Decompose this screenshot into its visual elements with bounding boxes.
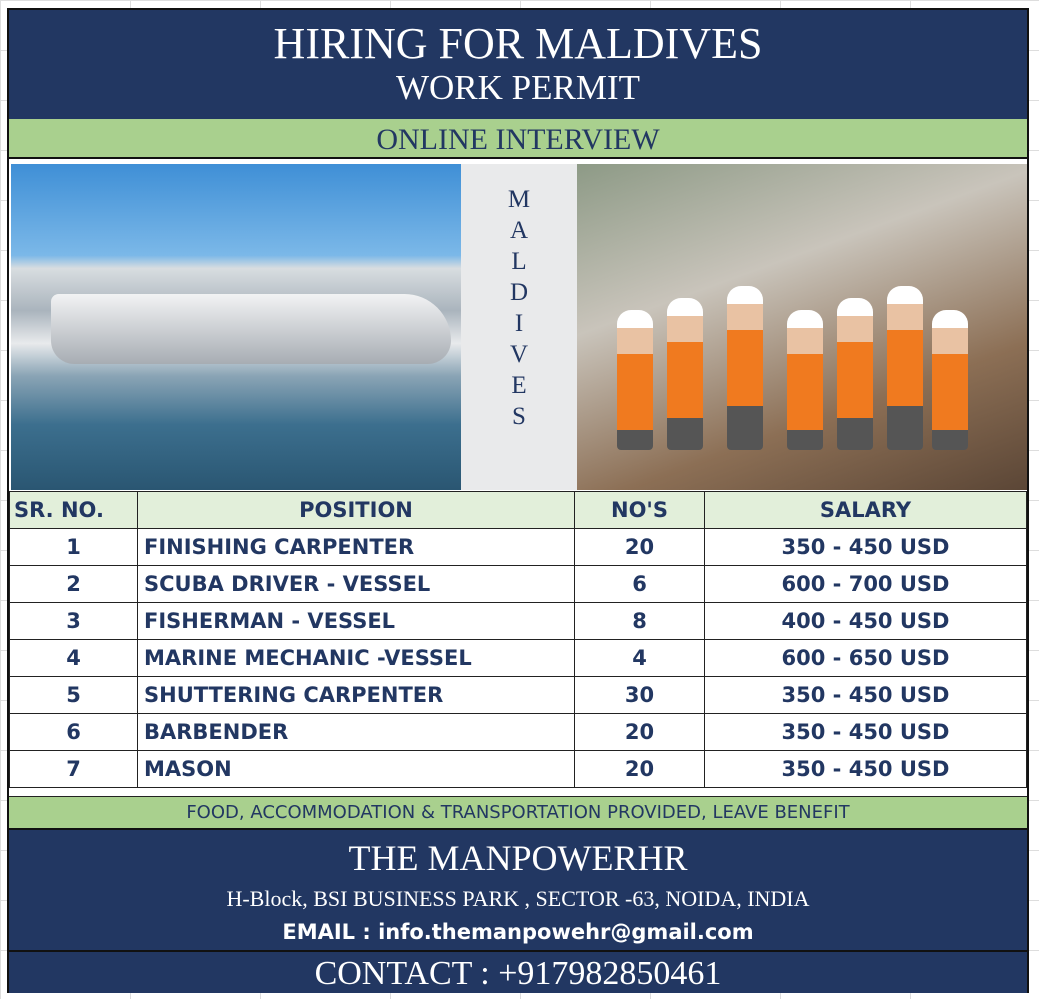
count-cell: 20 xyxy=(574,528,705,566)
count-cell: 20 xyxy=(574,750,705,788)
worker-figure xyxy=(727,286,763,450)
vertical-letter: M xyxy=(507,186,531,213)
workers-photo xyxy=(577,164,1027,490)
table-row: 3 FISHERMAN - VESSEL 8 400 - 450 USD xyxy=(9,602,1027,640)
company-info: THE MANPOWERHR H-Block, BSI BUSINESS PAR… xyxy=(9,828,1027,950)
vertical-letter: D xyxy=(509,279,529,306)
position-cell: MARINE MECHANIC -VESSEL xyxy=(137,639,575,677)
online-interview-banner: ONLINE INTERVIEW xyxy=(9,119,1027,159)
vertical-letter: L xyxy=(511,248,527,275)
col-header-nos: NO'S xyxy=(574,491,705,529)
salary-cell: 350 - 450 USD xyxy=(704,676,1027,714)
worker-figure xyxy=(667,298,703,450)
table-row: 2 SCUBA DRIVER - VESSEL 6 600 - 700 USD xyxy=(9,565,1027,603)
vertical-letter: A xyxy=(509,217,529,244)
table-row: 7 MASON 20 350 - 450 USD xyxy=(9,750,1027,788)
position-cell: SHUTTERING CARPENTER xyxy=(137,676,575,714)
col-header-salary: SALARY xyxy=(704,491,1027,529)
col-header-sr: SR. NO. xyxy=(9,491,138,529)
position-cell: MASON xyxy=(137,750,575,788)
table-row: 6 BARBENDER 20 350 - 450 USD xyxy=(9,713,1027,751)
worker-figure xyxy=(837,298,873,450)
job-poster: HIRING FOR MALDIVES WORK PERMIT ONLINE I… xyxy=(7,8,1029,993)
table-row: 5 SHUTTERING CARPENTER 30 350 - 450 USD xyxy=(9,676,1027,714)
jobs-table: SR. NO. POSITION NO'S SALARY 1 FINISHING … xyxy=(9,491,1027,788)
table-row: 4 MARINE MECHANIC -VESSEL 4 600 - 650 USD xyxy=(9,639,1027,677)
page-subtitle: WORK PERMIT xyxy=(395,68,641,107)
sr-no-cell: 3 xyxy=(9,602,138,640)
vertical-letter: S xyxy=(512,403,526,430)
salary-cell: 600 - 650 USD xyxy=(704,639,1027,677)
sr-no-cell: 1 xyxy=(9,528,138,566)
table-row: 1 FINISHING CARPENTER 20 350 - 450 USD xyxy=(9,528,1027,566)
vertical-letter: I xyxy=(514,310,524,337)
benefits-banner: FOOD, ACCOMMODATION & TRANSPORTATION PRO… xyxy=(9,796,1027,828)
contact-number[interactable]: CONTACT : +917982850461 xyxy=(9,950,1027,993)
table-header-row: SR. NO. POSITION NO'S SALARY xyxy=(9,491,1027,529)
worker-figure xyxy=(787,310,823,450)
count-cell: 8 xyxy=(574,602,705,640)
company-address: H-Block, BSI BUSINESS PARK , SECTOR -63,… xyxy=(226,886,810,911)
count-cell: 6 xyxy=(574,565,705,603)
boat-photo xyxy=(11,164,461,490)
company-email[interactable]: EMAIL : info.themanpowehr@gmail.com xyxy=(282,920,754,944)
worker-figure xyxy=(617,310,653,450)
vertical-letter: E xyxy=(511,372,527,399)
position-cell: BARBENDER xyxy=(137,713,575,751)
company-name: THE MANPOWERHR xyxy=(348,838,688,878)
boat-shape xyxy=(51,294,451,364)
salary-cell: 400 - 450 USD xyxy=(704,602,1027,640)
position-cell: SCUBA DRIVER - VESSEL xyxy=(137,565,575,603)
position-cell: FISHERMAN - VESSEL xyxy=(137,602,575,640)
page-title: HIRING FOR MALDIVES xyxy=(273,19,763,68)
vertical-letter: V xyxy=(509,341,529,368)
title-banner: HIRING FOR MALDIVES WORK PERMIT xyxy=(9,10,1027,119)
sr-no-cell: 5 xyxy=(9,676,138,714)
salary-cell: 350 - 450 USD xyxy=(704,528,1027,566)
count-cell: 20 xyxy=(574,713,705,751)
count-cell: 30 xyxy=(574,676,705,714)
sr-no-cell: 4 xyxy=(9,639,138,677)
position-cell: FINISHING CARPENTER xyxy=(137,528,575,566)
salary-cell: 600 - 700 USD xyxy=(704,565,1027,603)
salary-cell: 350 - 450 USD xyxy=(704,750,1027,788)
col-header-position: POSITION xyxy=(137,491,575,529)
worker-figure xyxy=(932,310,968,450)
worker-figure xyxy=(887,286,923,450)
sr-no-cell: 6 xyxy=(9,713,138,751)
sr-no-cell: 7 xyxy=(9,750,138,788)
sr-no-cell: 2 xyxy=(9,565,138,603)
salary-cell: 350 - 450 USD xyxy=(704,713,1027,751)
count-cell: 4 xyxy=(574,639,705,677)
